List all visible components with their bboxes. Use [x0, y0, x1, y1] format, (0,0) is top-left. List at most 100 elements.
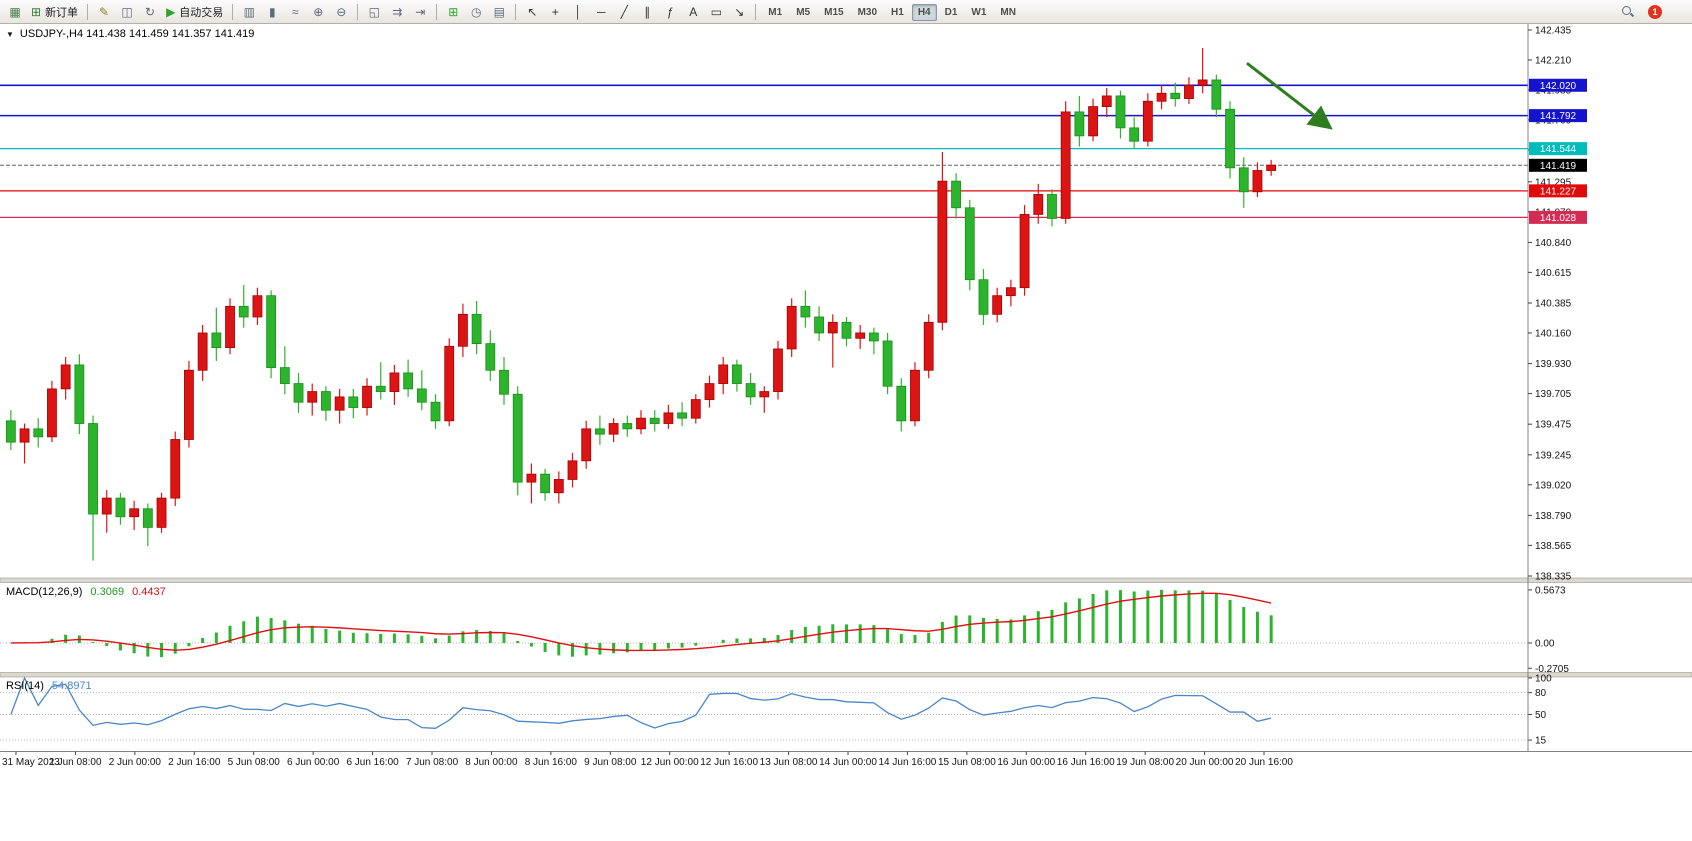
- channel-button[interactable]: ∥: [636, 2, 658, 22]
- label-button[interactable]: ▭: [705, 2, 727, 22]
- candle-body: [1033, 194, 1044, 215]
- candle-body: [485, 343, 496, 371]
- candle-body: [622, 423, 633, 430]
- trend-arrow-annotation[interactable]: [1246, 62, 1333, 130]
- candle-body: [1019, 214, 1030, 289]
- auto-scroll-icon: ⇉: [392, 4, 403, 19]
- candle-body: [1184, 84, 1194, 99]
- metaeditor-button[interactable]: ✎: [93, 2, 115, 22]
- price-level-label-text: 141.792: [1540, 111, 1577, 122]
- line-chart-button[interactable]: ≈: [284, 2, 306, 22]
- candle-body: [142, 508, 153, 528]
- zoom-in-button[interactable]: ⊕: [307, 2, 329, 22]
- auto-scroll-button[interactable]: ⇉: [386, 2, 408, 22]
- candle-body: [677, 412, 687, 419]
- macd-header: MACD(12,26,9) 0.3069 0.4437: [6, 586, 166, 598]
- toolbar-separator: [87, 3, 89, 20]
- candle-body: [841, 321, 852, 339]
- timeframe-mn[interactable]: MN: [994, 4, 1022, 21]
- templates-button[interactable]: ▤: [488, 2, 510, 22]
- panel-separator[interactable]: [0, 577, 1692, 583]
- time-tick-label: 5 Jun 08:00: [228, 757, 281, 768]
- candlestick-chart-icon: ▮: [268, 4, 276, 19]
- new-order-button[interactable]: ⊞ 新订单: [27, 2, 82, 22]
- candle-body: [923, 321, 934, 371]
- time-tick-label: 20 Jun 16:00: [1235, 757, 1293, 768]
- notification-badge[interactable]: 1: [1648, 4, 1662, 19]
- line-chart-icon: ≈: [292, 4, 299, 19]
- refresh-button[interactable]: ↻: [139, 2, 161, 22]
- chart-canvas[interactable]: 0.5673 0.00 -0.2705 100 80 50 15 142.435 142.2…: [0, 24, 1692, 841]
- arrows-button[interactable]: ↘: [728, 2, 750, 22]
- timeframe-d1[interactable]: D1: [939, 4, 964, 21]
- fibonacci-icon: ƒ: [666, 4, 674, 19]
- time-tick-label: 12 Jun 00:00: [641, 757, 699, 768]
- vertical-line-button[interactable]: │: [567, 2, 589, 22]
- time-tick-label: 8 Jun 16:00: [525, 757, 578, 768]
- profiles-button[interactable]: ◫: [116, 2, 138, 22]
- trendline-button[interactable]: ╱: [613, 2, 635, 22]
- candle-body: [786, 305, 797, 350]
- price-tick-label: 139.705: [1535, 389, 1572, 400]
- timeframe-w1[interactable]: W1: [965, 4, 992, 21]
- zoom-out-button[interactable]: ⊖: [330, 2, 352, 22]
- candle-body: [1005, 287, 1016, 297]
- toolbar-separator: [357, 3, 359, 20]
- macd-tick-label: 0.5673: [1535, 585, 1566, 596]
- periods-button[interactable]: ◷: [465, 2, 487, 22]
- collapse-icon[interactable]: ▼: [6, 29, 14, 39]
- horizontal-line-icon: ─: [597, 4, 606, 19]
- toolbar-separator: [232, 3, 234, 20]
- candle-body: [19, 428, 30, 443]
- trend-arrow-line[interactable]: [1246, 62, 1333, 130]
- time-tick-label: 12 Jun 16:00: [700, 757, 758, 768]
- text-button[interactable]: A: [682, 2, 704, 22]
- candle-body: [1129, 127, 1140, 142]
- timeframe-m15[interactable]: M15: [818, 4, 849, 21]
- macd-label: MACD(12,26,9): [6, 586, 83, 598]
- tile-windows-button[interactable]: ◱: [363, 2, 385, 22]
- chart-title-text: USDJPY-,H4 141.438 141.459 141.357 141.4…: [19, 28, 255, 40]
- new-chart-button[interactable]: ▦: [4, 2, 26, 22]
- timeframe-m5[interactable]: M5: [790, 4, 816, 21]
- chart-shift-button[interactable]: ⇥: [409, 2, 431, 22]
- toolbar-separator: [755, 3, 757, 20]
- new-order-icon: ⊞: [31, 4, 42, 19]
- candle-body: [882, 340, 893, 387]
- candle-body: [47, 388, 57, 438]
- rsi-tick-label: 15: [1535, 736, 1547, 747]
- candle-body: [649, 417, 660, 424]
- panel-separators[interactable]: [0, 577, 1692, 678]
- toolbar-group: ⊞ ◷ ▤: [442, 2, 510, 22]
- candle-body: [910, 369, 920, 422]
- autotrading-label: 自动交易: [179, 6, 224, 19]
- candle-body: [403, 372, 414, 390]
- timeframe-h4[interactable]: H4: [911, 4, 937, 21]
- chart-header: ▼ USDJPY-,H4 141.438 141.459 141.357 141…: [6, 28, 254, 40]
- price-level-label-text: 142.020: [1540, 81, 1577, 92]
- candle-body: [1238, 167, 1249, 193]
- price-tick-label: 139.245: [1535, 450, 1572, 461]
- candlestick-chart-button[interactable]: ▮: [261, 2, 283, 22]
- cursor-button[interactable]: ↖: [521, 2, 543, 22]
- candle-body: [321, 391, 331, 411]
- candle-body: [567, 460, 578, 480]
- time-tick-label: 8 Jun 00:00: [465, 757, 518, 768]
- search-button[interactable]: [1616, 2, 1638, 22]
- cursor-icon: ↖: [527, 4, 538, 19]
- crosshair-button[interactable]: +: [544, 2, 566, 22]
- panel-separator[interactable]: [0, 672, 1692, 678]
- timeframe-h1[interactable]: H1: [885, 4, 910, 21]
- rsi-value: 54.8971: [51, 680, 92, 692]
- fibonacci-button[interactable]: ƒ: [659, 2, 681, 22]
- chart-window[interactable]: 0.5673 0.00 -0.2705 100 80 50 15 142.435 142.2…: [0, 24, 1692, 841]
- bar-chart-button[interactable]: ▥: [238, 2, 260, 22]
- autotrading-button[interactable]: ▶ 自动交易: [162, 2, 227, 22]
- rsi-tick-label: 80: [1535, 688, 1547, 699]
- timeframe-m1[interactable]: M1: [762, 4, 788, 21]
- candle-body: [512, 393, 523, 483]
- timeframe-m30[interactable]: M30: [852, 4, 883, 21]
- indicators-button[interactable]: ⊞: [442, 2, 464, 22]
- horizontal-line-button[interactable]: ─: [590, 2, 612, 22]
